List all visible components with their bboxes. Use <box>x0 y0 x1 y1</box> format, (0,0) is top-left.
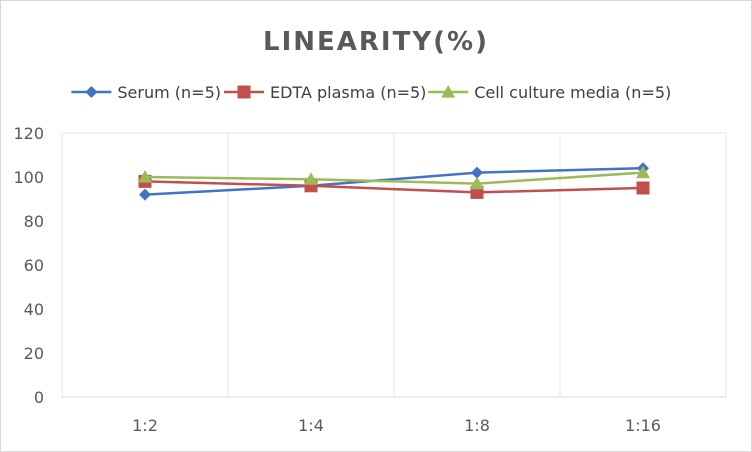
series-layer <box>138 162 650 201</box>
data-point <box>636 181 650 195</box>
data-point <box>304 172 318 185</box>
data-point <box>139 188 151 201</box>
y-tick-label: 0 <box>34 388 44 407</box>
x-tick-label: 1:16 <box>625 416 661 435</box>
x-tick-label: 1:4 <box>298 416 324 435</box>
chart-title: LINEARITY(%) <box>263 27 489 57</box>
data-point <box>636 165 650 179</box>
legend-label: EDTA plasma (n=5) <box>270 83 426 102</box>
x-tick-label: 1:2 <box>132 416 158 435</box>
y-tick-label: 60 <box>24 256 44 275</box>
series-line <box>144 166 644 196</box>
legend-marker <box>441 85 456 98</box>
legend-label: Cell culture media (n=5) <box>474 83 671 102</box>
x-axis: 1:2 1:4 1:8 1:16 <box>62 396 726 435</box>
legend-label: Serum (n=5) <box>117 83 221 102</box>
y-axis: 0 20 40 60 80 100 120 <box>13 124 44 407</box>
series-line <box>144 180 644 194</box>
data-point <box>470 176 484 190</box>
data-point <box>138 170 152 183</box>
y-tick-label: 120 <box>13 124 44 143</box>
y-tick-label: 80 <box>24 212 44 231</box>
legend-marker <box>85 86 98 98</box>
legend-marker <box>237 85 251 99</box>
x-tick-label: 1:8 <box>464 416 490 435</box>
data-point <box>471 166 483 179</box>
legend: Serum (n=5) EDTA plasma (n=5) Cell culture… <box>71 83 671 102</box>
y-tick-label: 100 <box>13 168 44 187</box>
y-tick-label: 40 <box>24 300 44 319</box>
y-tick-label: 20 <box>24 344 44 363</box>
series-line <box>144 171 644 185</box>
